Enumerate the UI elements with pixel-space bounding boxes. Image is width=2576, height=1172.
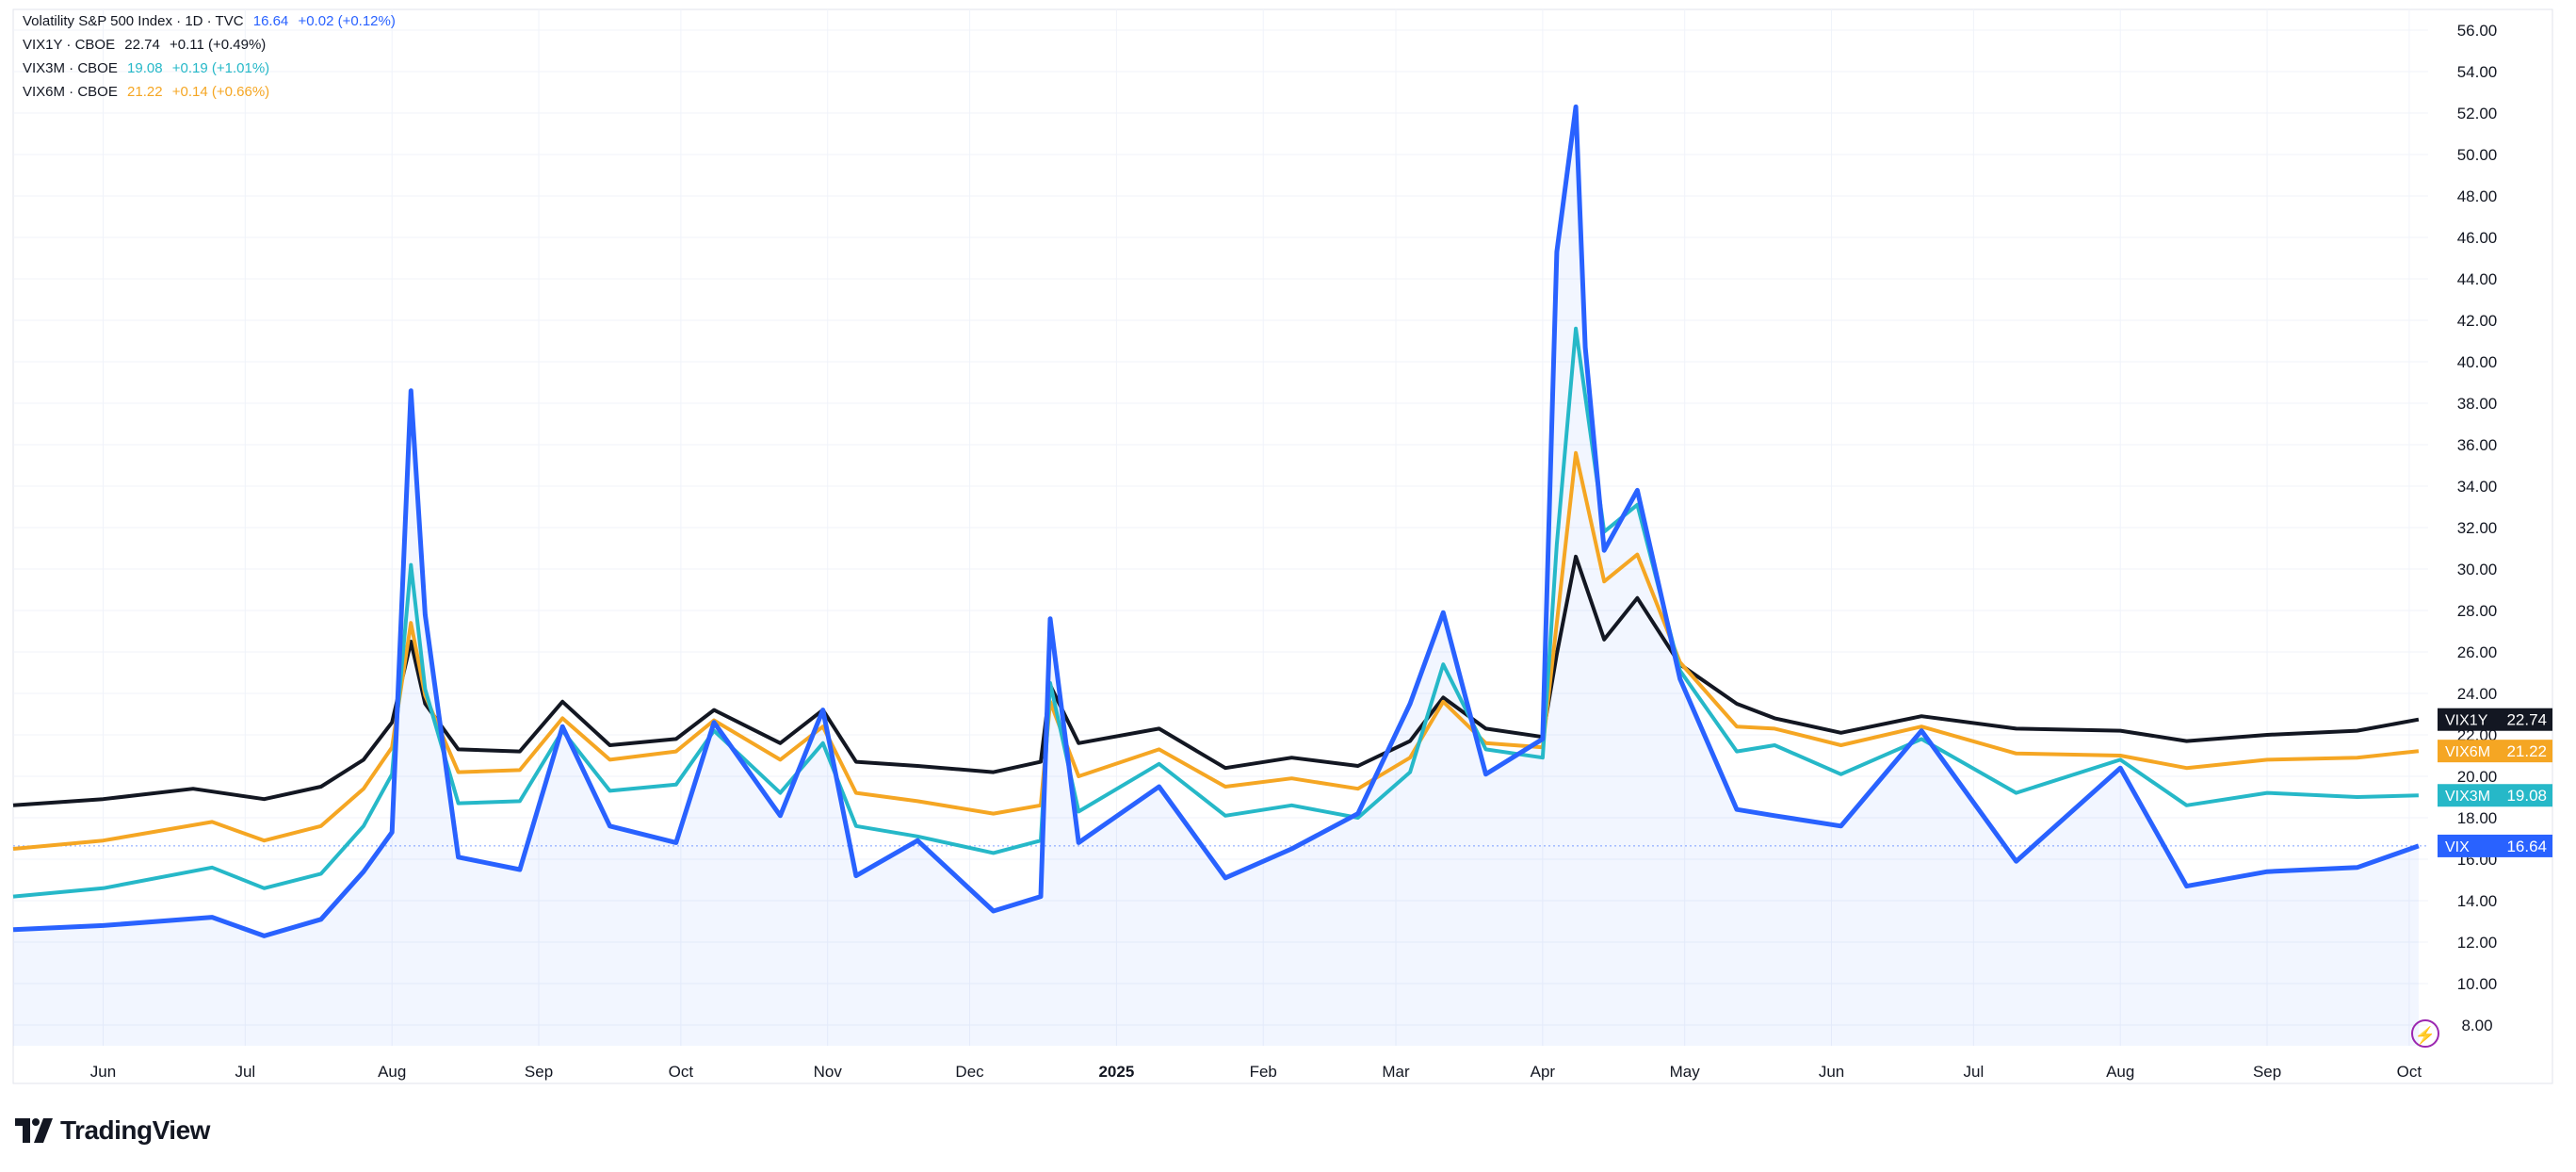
series-line-vix6m: [12, 450, 2420, 851]
last-value-label: 22.74: [2506, 711, 2547, 729]
x-tick-label: Mar: [1382, 1063, 1410, 1081]
y-tick-label: 40.00: [2457, 353, 2498, 371]
legend: Volatility S&P 500 Index · 1D · TVC 16.6…: [23, 9, 401, 104]
legend-value: 21.22: [127, 84, 163, 100]
x-tick-label: Aug: [2106, 1063, 2134, 1081]
last-value-badge: [2438, 740, 2552, 763]
last-value-label: 21.22: [2506, 742, 2547, 760]
legend-change: +0.14 (+0.66%): [171, 84, 270, 100]
legend-row-vix[interactable]: Volatility S&P 500 Index · 1D · TVC 16.6…: [23, 9, 401, 33]
x-tick-label: Feb: [1250, 1063, 1277, 1081]
x-tick-label: Jun: [1819, 1063, 1844, 1081]
x-tick-label: Aug: [378, 1063, 406, 1081]
series-line-vix3m: [12, 326, 2419, 899]
y-tick-label: 54.00: [2457, 63, 2498, 81]
y-tick-label: 44.00: [2457, 270, 2498, 288]
y-tick-label: 18.00: [2457, 809, 2498, 827]
tradingview-logo[interactable]: TradingView: [15, 1115, 210, 1146]
last-value-badge: [2438, 708, 2552, 731]
legend-value: 22.74: [124, 37, 160, 53]
y-tick-label: 10.00: [2457, 975, 2498, 993]
chart-area[interactable]: 56.00 54.00 52.00 50.00 48.00 46.00 44.00 42.00…: [0, 0, 2576, 1093]
y-tick-label: 14.00: [2457, 892, 2498, 910]
last-value-badge: [2438, 834, 2552, 857]
x-tick-label: Jul: [235, 1063, 255, 1081]
x-tick-label: Apr: [1531, 1063, 1556, 1081]
x-tick-label: Jun: [90, 1063, 116, 1081]
legend-change: +0.19 (+1.01%): [171, 60, 270, 76]
last-value-badge: [2438, 784, 2552, 807]
legend-change: +0.11 (+0.49%): [169, 37, 267, 53]
legend-change: +0.02 (+0.12%): [298, 13, 396, 29]
y-tick-label: 56.00: [2457, 22, 2498, 40]
y-tick-label: 8.00: [2461, 1017, 2492, 1034]
legend-row-vix3m[interactable]: VIX3M · CBOE 19.08 +0.19 (+1.01%): [23, 57, 401, 80]
legend-name: VIX1Y · CBOE: [23, 37, 116, 53]
y-tick-label: 12.00: [2457, 934, 2498, 952]
last-value-series-name: VIX6M: [2445, 744, 2490, 760]
chart-svg[interactable]: 56.00 54.00 52.00 50.00 48.00 46.00 44.00 42.00…: [0, 0, 2576, 1093]
vix-area-fill: [13, 106, 2419, 1046]
last-value-series-name: VIX1Y: [2445, 713, 2488, 729]
y-tick-label: 52.00: [2457, 105, 2498, 122]
y-tick-label: 20.00: [2457, 768, 2498, 786]
x-tick-label: Oct: [669, 1063, 694, 1081]
last-value-series-name: VIX: [2445, 839, 2470, 855]
last-value-label: 16.64: [2506, 838, 2547, 855]
series-line-vix: [12, 104, 2420, 938]
y-tick-label: 38.00: [2457, 395, 2498, 413]
x-tick-label: Sep: [525, 1063, 553, 1081]
y-tick-label: 34.00: [2457, 478, 2498, 496]
series-line-vix1y: [12, 554, 2420, 807]
legend-value: 19.08: [127, 60, 163, 76]
last-value-series-name: VIX3M: [2445, 789, 2490, 805]
x-tick-label: Jul: [1963, 1063, 1984, 1081]
last-value-label: 19.08: [2506, 787, 2547, 805]
y-tick-label: 42.00: [2457, 312, 2498, 330]
legend-value: 16.64: [252, 13, 289, 29]
y-tick-label: 28.00: [2457, 602, 2498, 620]
y-tick-label: 48.00: [2457, 187, 2498, 205]
y-tick-label: 30.00: [2457, 561, 2498, 578]
legend-name: VIX3M · CBOE: [23, 60, 118, 76]
legend-name: VIX6M · CBOE: [23, 84, 118, 100]
y-tick-label: 24.00: [2457, 685, 2498, 703]
x-tick-label: May: [1670, 1063, 1701, 1081]
x-tick-label: Oct: [2397, 1063, 2422, 1081]
legend-name: Volatility S&P 500 Index · 1D · TVC: [23, 13, 244, 29]
y-tick-label: 46.00: [2457, 229, 2498, 247]
brand-name: TradingView: [60, 1115, 210, 1145]
y-tick-label: 50.00: [2457, 146, 2498, 164]
legend-row-vix6m[interactable]: VIX6M · CBOE 21.22 +0.14 (+0.66%): [23, 80, 401, 104]
plot-frame: [12, 8, 2553, 1084]
lightning-icon[interactable]: ⚡: [2411, 1019, 2439, 1048]
y-tick-label: 26.00: [2457, 643, 2498, 661]
x-tick-label: Nov: [814, 1063, 843, 1081]
tradingview-logo-icon: [15, 1118, 53, 1143]
x-tick-label: Dec: [955, 1063, 984, 1081]
x-tick-label: Sep: [2253, 1063, 2281, 1081]
legend-row-vix1y[interactable]: VIX1Y · CBOE 22.74 +0.11 (+0.49%): [23, 33, 401, 57]
y-tick-label: 32.00: [2457, 519, 2498, 537]
y-tick-label: 36.00: [2457, 436, 2498, 454]
x-tick-label: 2025: [1098, 1063, 1134, 1081]
